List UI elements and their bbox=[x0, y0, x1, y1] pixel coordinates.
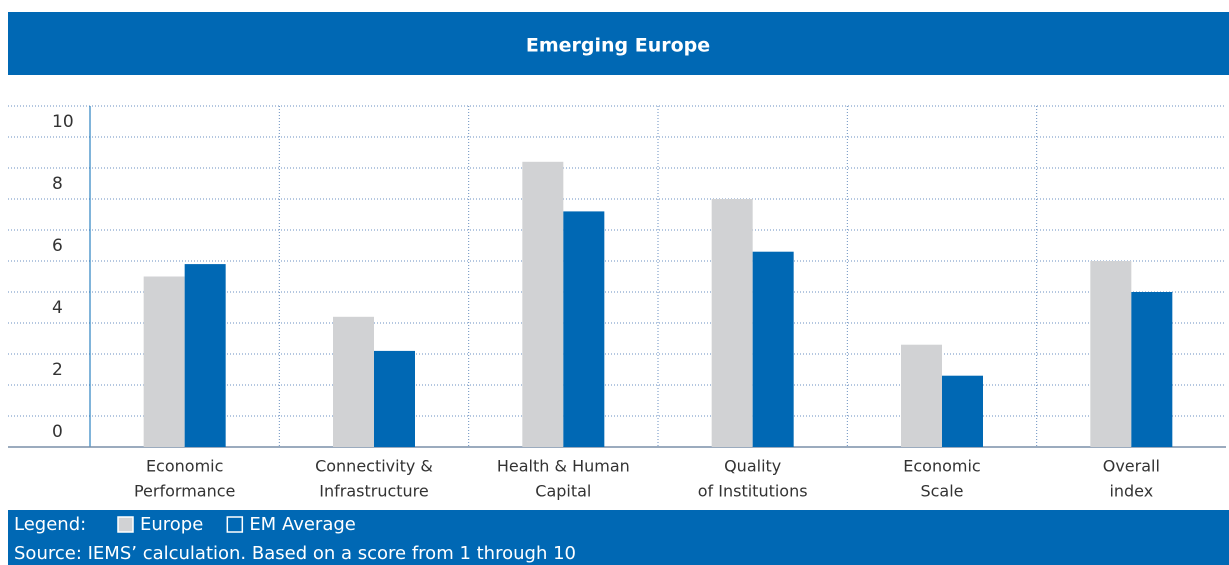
x-tick-label: Connectivity & bbox=[315, 457, 433, 476]
x-tick-label: index bbox=[1109, 482, 1153, 501]
bar bbox=[901, 344, 942, 447]
chart-title: Emerging Europe bbox=[526, 35, 710, 57]
source-note: Source: IEMS’ calculation. Based on a sc… bbox=[14, 543, 576, 564]
y-tick-label: 8 bbox=[52, 174, 63, 194]
bar bbox=[711, 199, 753, 447]
x-tick-label: Performance bbox=[134, 482, 235, 501]
bar bbox=[942, 375, 983, 447]
y-tick-label: 10 bbox=[52, 112, 74, 132]
x-tick-label: of Institutions bbox=[698, 482, 808, 501]
bar bbox=[143, 276, 185, 447]
bar bbox=[1090, 261, 1132, 447]
legend-swatch bbox=[117, 516, 134, 533]
footer-band bbox=[8, 510, 1229, 565]
bar bbox=[374, 350, 415, 447]
legend-label: EM Average bbox=[249, 514, 356, 535]
bar bbox=[1131, 292, 1173, 447]
x-tick-label: Economic bbox=[146, 457, 223, 476]
y-tick-label: 4 bbox=[52, 298, 63, 318]
bar bbox=[184, 264, 226, 447]
legend-label: Legend: bbox=[14, 514, 86, 535]
x-tick-label: Infrastructure bbox=[319, 482, 428, 501]
x-tick-label: Scale bbox=[920, 482, 963, 501]
x-tick-label: Economic bbox=[903, 457, 980, 476]
bar bbox=[752, 251, 794, 447]
x-tick-label: Capital bbox=[535, 482, 591, 501]
x-tick-label: Overall bbox=[1103, 457, 1160, 476]
legend-swatch bbox=[226, 516, 244, 533]
y-tick-label: 0 bbox=[52, 422, 63, 442]
bar bbox=[333, 316, 374, 447]
y-tick-label: 6 bbox=[52, 236, 63, 256]
y-tick-label: 2 bbox=[52, 360, 63, 380]
bar bbox=[522, 161, 564, 448]
x-tick-label: Health & Human bbox=[497, 457, 630, 476]
legend-label: Europe bbox=[140, 514, 203, 535]
title-banner bbox=[8, 12, 1229, 75]
bar bbox=[563, 211, 605, 447]
x-tick-label: Quality bbox=[724, 457, 781, 476]
